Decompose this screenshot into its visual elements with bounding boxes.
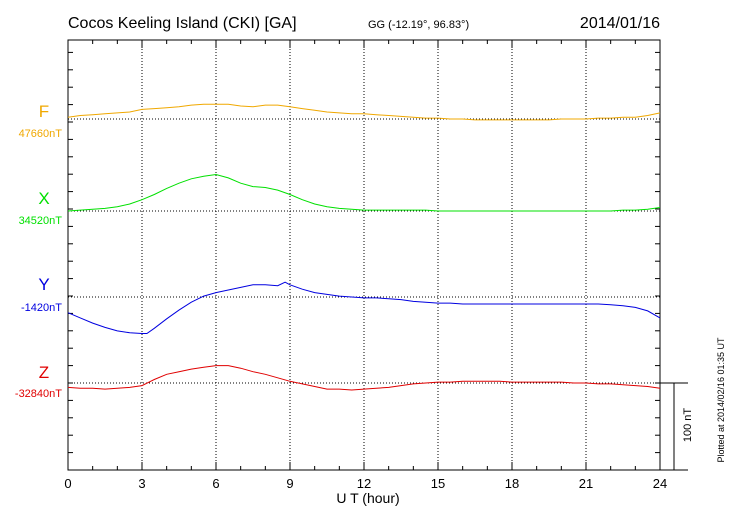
series-name-y: Y [38,275,49,294]
series-name-z: Z [39,363,49,382]
x-tick-label: 0 [64,476,71,491]
scale-bar-label: 100 nT [682,408,694,443]
x-tick-label: 15 [431,476,445,491]
grid [68,40,660,470]
plotted-note: Plotted at 2014/02/16 01:35 UT [716,337,726,463]
series-line-y [67,281,661,334]
x-axis-label: U T (hour) [336,490,399,506]
series-line-z [67,365,661,391]
axis-ticks [67,40,661,471]
chart-title: Cocos Keeling Island (CKI) [GA] [68,15,297,32]
series-baseline-f: 47660nT [19,128,63,140]
plot-frame [67,39,661,471]
x-tick-label: 24 [653,476,667,491]
series-layer [67,103,661,391]
x-tick-label: 18 [505,476,519,491]
series-name-x: X [38,189,49,208]
series-line-x [67,173,661,212]
series-baseline-z: -32840nT [15,388,62,400]
station-coordinates: GG (-12.19°, 96.83°) [368,19,469,31]
series-baseline-x: 34520nT [19,215,63,227]
series-name-f: F [39,102,49,121]
series-line-f [67,103,661,121]
scale-bar: 100 nT [660,382,694,471]
x-tick-label: 3 [138,476,145,491]
series-baseline-y: -1420nT [21,302,62,314]
x-tick-label: 21 [579,476,593,491]
x-tick-labels: 0 3 6 9 12 15 18 21 24 [64,476,667,491]
x-tick-label: 9 [286,476,293,491]
series-labels: F 47660nT X 34520nT Y -1420nT Z -32840nT [15,102,62,400]
x-tick-label: 12 [357,476,371,491]
x-tick-label: 6 [212,476,219,491]
chart-date: 2014/01/16 [580,15,660,32]
